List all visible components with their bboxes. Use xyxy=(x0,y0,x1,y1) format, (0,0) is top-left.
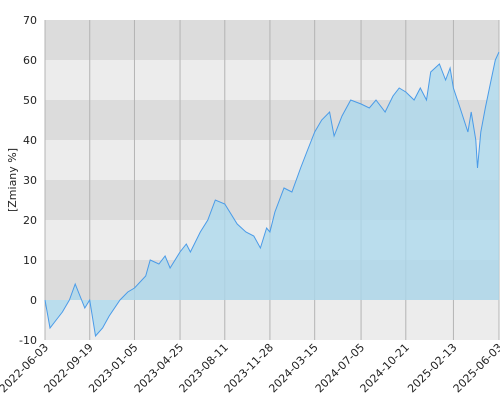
y-tick-label: 50 xyxy=(23,94,37,107)
y-tick-label: 60 xyxy=(23,54,37,67)
y-tick-label: -10 xyxy=(19,334,37,347)
y-tick-label: 40 xyxy=(23,134,37,147)
area xyxy=(45,52,499,336)
grid-band xyxy=(45,20,499,60)
y-tick-label: 20 xyxy=(23,214,37,227)
y-tick-label: 70 xyxy=(23,14,37,27)
y-tick-label: 30 xyxy=(23,174,37,187)
y-axis-label: [Zmiany %] xyxy=(6,148,19,212)
y-tick-label: 0 xyxy=(30,294,37,307)
y-tick-label: 10 xyxy=(23,254,37,267)
grid-band xyxy=(45,300,499,340)
line xyxy=(44,51,500,338)
